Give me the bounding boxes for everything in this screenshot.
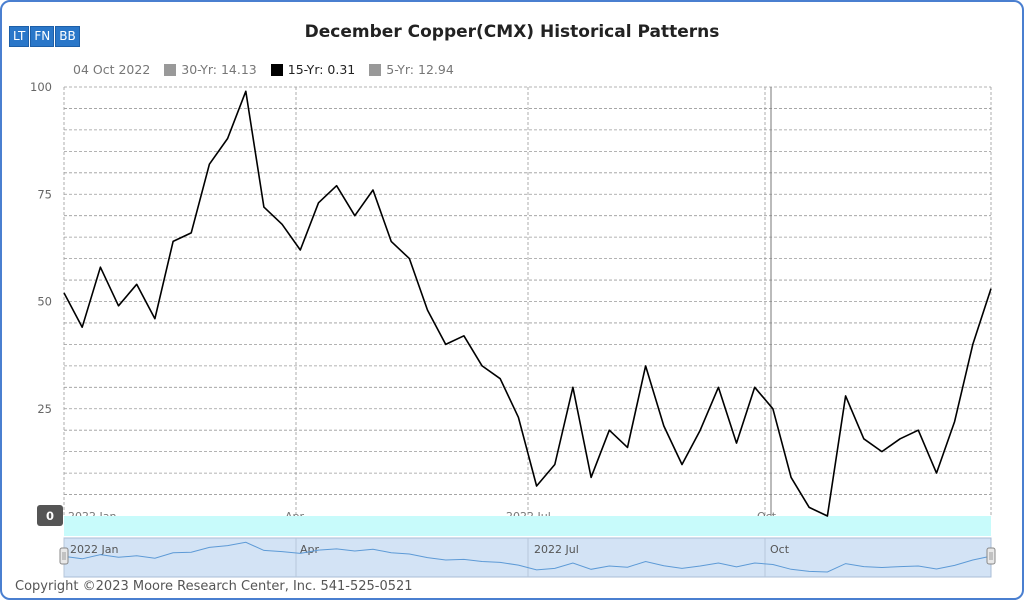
navigator-handle-right[interactable] bbox=[986, 547, 996, 565]
legend-item-5yr[interactable]: 5-Yr: 12.94 bbox=[369, 62, 454, 77]
fn-button[interactable]: FN bbox=[30, 26, 55, 47]
legend-item-30yr[interactable]: 30-Yr: 14.13 bbox=[164, 62, 257, 77]
chart-legend: 04 Oct 2022 30-Yr: 14.13 15-Yr: 0.31 5-Y… bbox=[73, 62, 468, 77]
legend-label: 15-Yr: 0.31 bbox=[287, 62, 356, 77]
legend-label: 5-Yr: 12.94 bbox=[386, 62, 454, 77]
chart-type-buttons: LT FN BB bbox=[9, 26, 80, 47]
y-tick-label: 75 bbox=[37, 187, 52, 201]
copyright-text: Copyright ©2023 Moore Research Center, I… bbox=[15, 579, 413, 594]
series-line-15yr bbox=[63, 90, 992, 517]
zero-badge-label: 0 bbox=[46, 509, 54, 523]
zero-badge bbox=[37, 505, 63, 526]
lt-button[interactable]: LT bbox=[9, 26, 30, 47]
y-tick-label: 50 bbox=[37, 295, 52, 309]
legend-label: 30-Yr: 14.13 bbox=[181, 62, 257, 77]
navigator-tick-label: Apr bbox=[300, 543, 320, 556]
navigator-handle-left[interactable] bbox=[59, 547, 69, 565]
bb-button[interactable]: BB bbox=[55, 26, 80, 47]
legend-date: 04 Oct 2022 bbox=[73, 62, 151, 77]
navigator-series-line bbox=[63, 541, 992, 573]
legend-item-15yr[interactable]: 15-Yr: 0.31 bbox=[270, 62, 356, 77]
axis-band bbox=[64, 516, 991, 536]
legend-swatch bbox=[270, 63, 283, 76]
navigator-tick-label: Oct bbox=[770, 543, 790, 556]
chart-title: December Copper(CMX) Historical Patterns bbox=[304, 22, 720, 42]
y-tick-label: 100 bbox=[30, 80, 52, 94]
y-tick-label: 25 bbox=[37, 402, 52, 416]
legend-swatch bbox=[369, 63, 382, 76]
navigator-tick-label: 2022 Jan bbox=[70, 543, 118, 556]
legend-swatch bbox=[164, 63, 177, 76]
navigator-tick-label: 2022 Jul bbox=[534, 543, 579, 556]
